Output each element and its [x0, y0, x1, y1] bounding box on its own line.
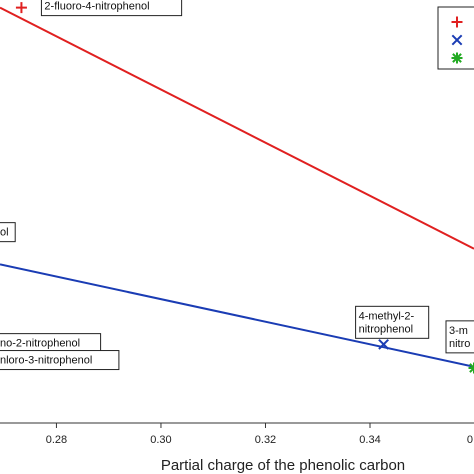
x-tick-label: 0.28 — [46, 434, 67, 446]
legend-marker — [451, 34, 463, 46]
plot-area — [0, 2, 474, 374]
x-tick-label: 0.3 — [467, 434, 474, 446]
data-point — [468, 362, 474, 374]
annotation-text: 2-fluoro-4-nitrophenol — [44, 1, 149, 13]
annotation-label: 2-fluoro-4-nitrophenol — [40, 0, 183, 17]
x-tick-label: 0.32 — [255, 434, 276, 446]
annotation-text: 4-methyl-2- — [359, 310, 415, 322]
legend-marker — [451, 16, 463, 28]
x-axis-title: Partial charge of the phenolic carbon — [161, 457, 405, 474]
annotation-text: nitrophenol — [359, 323, 413, 335]
x-tick-label: 0.30 — [150, 434, 171, 446]
annotation-label: no-2-nitrophenol — [0, 333, 102, 354]
legend-marker — [451, 52, 463, 64]
annotation-label: 4-methyl-2-nitrophenol — [355, 305, 430, 339]
annotation-label: ol — [0, 222, 16, 243]
series-line-1 — [0, 6, 474, 250]
annotation-label: nloro-3-nitrophenol — [0, 350, 120, 371]
x-tick-label: 0.34 — [359, 434, 380, 446]
series-line-2 — [0, 263, 474, 368]
x-axis: 0.28 0.30 0.32 0.34 0.3 — [0, 422, 474, 446]
annotation-text: nloro-3-nitrophenol — [0, 355, 92, 367]
annotation-text: nitro — [449, 338, 470, 350]
data-point — [378, 338, 389, 350]
annotation-text: no-2-nitrophenol — [0, 338, 80, 350]
data-point — [15, 2, 27, 14]
annotation-text: 3-m — [449, 325, 468, 337]
annotation-text: ol — [0, 227, 9, 239]
legend — [437, 6, 474, 70]
annotations: 2-fluoro-4-nitrophenol 4-methyl-2-nitroph… — [0, 0, 474, 371]
